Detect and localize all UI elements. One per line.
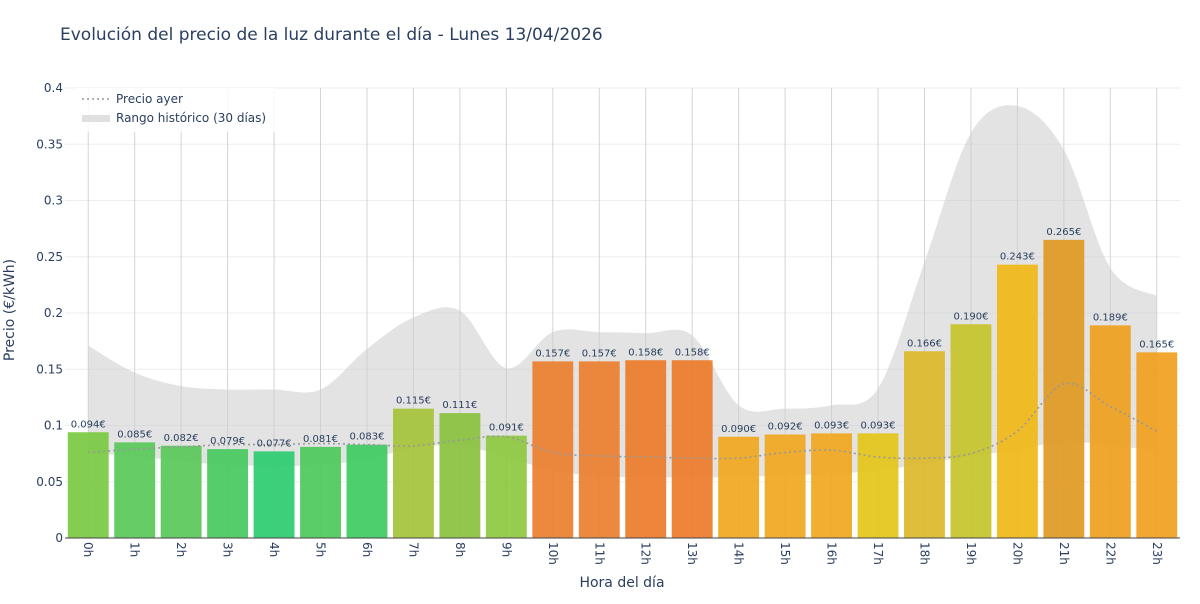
price-bar-17h[interactable] [857,433,899,538]
price-bar-11h[interactable] [578,361,620,538]
price-bar-1h[interactable] [114,442,156,538]
x-tick-label: 12h [639,542,653,565]
y-tick-label: 0.3 [44,194,63,208]
price-bar-0h[interactable] [67,432,109,538]
y-tick-label: 0.05 [36,475,63,489]
x-tick-label: 2h [174,542,188,557]
price-bar-21h[interactable] [1043,239,1085,538]
bar-value-label: 0.093€ [814,420,849,431]
x-tick-label: 17h [871,542,885,565]
historical-range-band [88,105,1157,478]
x-tick-label: 7h [406,542,420,557]
bar-value-label: 0.093€ [861,420,896,431]
y-tick-label: 0.15 [36,362,63,376]
y-tick-label: 0.35 [36,137,63,151]
price-bar-3h[interactable] [207,449,249,538]
price-bar-9h[interactable] [485,435,527,538]
x-axis-title: Hora del día [579,575,664,591]
x-tick-label: 13h [685,542,699,565]
legend-label-yesterday: Precio ayer [116,92,183,106]
price-bar-23h[interactable] [1136,352,1178,538]
bar-value-label: 0.165€ [1139,339,1174,350]
bar-value-label: 0.083€ [349,432,384,443]
legend-background [75,88,275,132]
bar-value-label: 0.157€ [535,348,570,359]
x-tick-label: 9h [499,542,513,557]
price-bar-5h[interactable] [300,446,341,538]
bar-value-label: 0.111€ [442,400,477,411]
x-tick-label: 23h [1150,542,1164,565]
y-tick-label: 0.25 [36,250,63,264]
x-tick-label: 16h [825,542,839,565]
bar-value-label: 0.081€ [303,434,338,445]
bar-value-label: 0.082€ [164,433,199,444]
x-tick-label: 21h [1057,542,1071,565]
y-tick-label: 0.2 [44,306,63,320]
legend-label-range: Rango histórico (30 días) [116,111,266,125]
price-bar-2h[interactable] [160,445,202,538]
price-bar-7h[interactable] [392,408,434,538]
bar-value-label: 0.085€ [117,429,152,440]
bar-value-label: 0.091€ [489,423,524,434]
x-tick-label: 10h [546,542,560,565]
bar-value-label: 0.115€ [396,396,431,407]
price-bar-20h[interactable] [996,264,1038,538]
bar-value-label: 0.090€ [721,424,756,435]
x-tick-label: 18h [917,542,931,565]
chart-title: Evolución del precio de la luz durante e… [60,25,603,45]
bar-value-label: 0.094€ [71,419,106,430]
bar-value-label: 0.157€ [582,348,617,359]
yesterday-price-line [88,382,1158,460]
y-axis-title: Precio (€/kWh) [2,259,18,361]
y-tick-label: 0.1 [44,419,63,433]
x-tick-label: 19h [964,542,978,565]
price-bar-12h[interactable] [625,360,667,538]
price-bar-6h[interactable] [346,444,388,538]
price-bar-19h[interactable] [950,324,992,538]
x-tick-label: 4h [267,542,281,557]
y-tick-label: 0 [55,531,63,545]
price-bar-13h[interactable] [671,360,713,538]
x-tick-label: 1h [128,542,142,557]
x-tick-label: 11h [592,542,606,565]
bar-value-label: 0.190€ [953,311,988,322]
price-bar-22h[interactable] [1089,325,1131,538]
x-tick-label: 3h [221,542,235,557]
price-bar-4h[interactable] [253,451,295,538]
bar-value-label: 0.243€ [1000,252,1035,263]
price-bar-16h[interactable] [811,433,853,538]
x-tick-label: 5h [314,542,328,557]
bar-value-label: 0.189€ [1093,312,1128,323]
x-tick-label: 8h [453,542,467,557]
price-bar-18h[interactable] [904,351,945,538]
price-bar-15h[interactable] [764,434,806,539]
bar-value-label: 0.079€ [210,436,245,447]
bar-value-label: 0.158€ [628,347,663,358]
x-tick-label: 0h [81,542,95,557]
price-bar-10h[interactable] [532,361,574,538]
x-tick-label: 6h [360,542,374,557]
x-tick-label: 15h [778,542,792,565]
bar-value-label: 0.158€ [675,347,710,358]
price-bar-14h[interactable] [718,436,760,538]
x-tick-label: 20h [1010,542,1024,565]
bar-value-label: 0.077€ [257,438,292,449]
x-tick-label: 14h [732,542,746,565]
price-bar-8h[interactable] [439,413,481,538]
bar-value-label: 0.265€ [1046,227,1081,238]
bar-value-label: 0.166€ [907,338,942,349]
bar-value-label: 0.092€ [768,422,803,433]
legend-swatch-range [82,115,110,122]
x-tick-label: 22h [1103,542,1117,565]
y-tick-label: 0.4 [44,81,63,95]
